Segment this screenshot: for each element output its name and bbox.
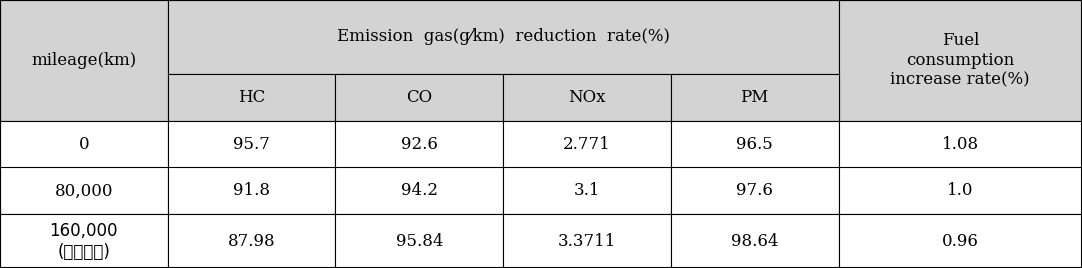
Bar: [0, 0, 168, 121]
Text: 97.6: 97.6: [736, 183, 774, 199]
Text: HC: HC: [238, 89, 265, 106]
Text: NOx: NOx: [568, 89, 606, 106]
Text: 95.84: 95.84: [396, 233, 443, 250]
Text: 1.0: 1.0: [947, 183, 974, 199]
Text: 160,000
(회귀분석): 160,000 (회귀분석): [50, 222, 118, 260]
Bar: [168, 74, 335, 121]
Text: 2.771: 2.771: [563, 136, 611, 152]
Text: 94.2: 94.2: [400, 183, 438, 199]
Text: 3.1: 3.1: [573, 183, 601, 199]
Text: 87.98: 87.98: [227, 233, 276, 250]
Text: 3.3711: 3.3711: [558, 233, 616, 250]
Bar: [168, 0, 839, 74]
Bar: [839, 121, 1082, 168]
Text: Fuel
consumption
increase rate(%): Fuel consumption increase rate(%): [890, 32, 1030, 88]
Text: CO: CO: [406, 89, 433, 106]
Text: 0.96: 0.96: [941, 233, 979, 250]
Bar: [335, 74, 503, 121]
Bar: [0, 214, 168, 268]
Bar: [335, 121, 503, 168]
Text: PM: PM: [740, 89, 769, 106]
Text: 92.6: 92.6: [400, 136, 438, 152]
Text: 80,000: 80,000: [54, 183, 114, 199]
Text: 91.8: 91.8: [233, 183, 270, 199]
Bar: [671, 121, 839, 168]
Text: 0: 0: [79, 136, 89, 152]
Bar: [0, 121, 168, 168]
Bar: [168, 121, 335, 168]
Bar: [168, 214, 335, 268]
Text: mileage(km): mileage(km): [31, 52, 136, 69]
Text: 1.08: 1.08: [941, 136, 979, 152]
Bar: [335, 168, 503, 214]
Bar: [839, 214, 1082, 268]
Bar: [503, 121, 671, 168]
Bar: [671, 214, 839, 268]
Bar: [503, 168, 671, 214]
Bar: [671, 74, 839, 121]
Bar: [168, 168, 335, 214]
Bar: [839, 168, 1082, 214]
Text: 98.64: 98.64: [731, 233, 778, 250]
Bar: [335, 214, 503, 268]
Text: 95.7: 95.7: [233, 136, 270, 152]
Text: Emission  gas(g⁄km)  reduction  rate(%): Emission gas(g⁄km) reduction rate(%): [337, 28, 670, 45]
Text: 96.5: 96.5: [737, 136, 773, 152]
Bar: [671, 168, 839, 214]
Bar: [839, 0, 1082, 121]
Bar: [0, 168, 168, 214]
Bar: [503, 214, 671, 268]
Bar: [503, 74, 671, 121]
